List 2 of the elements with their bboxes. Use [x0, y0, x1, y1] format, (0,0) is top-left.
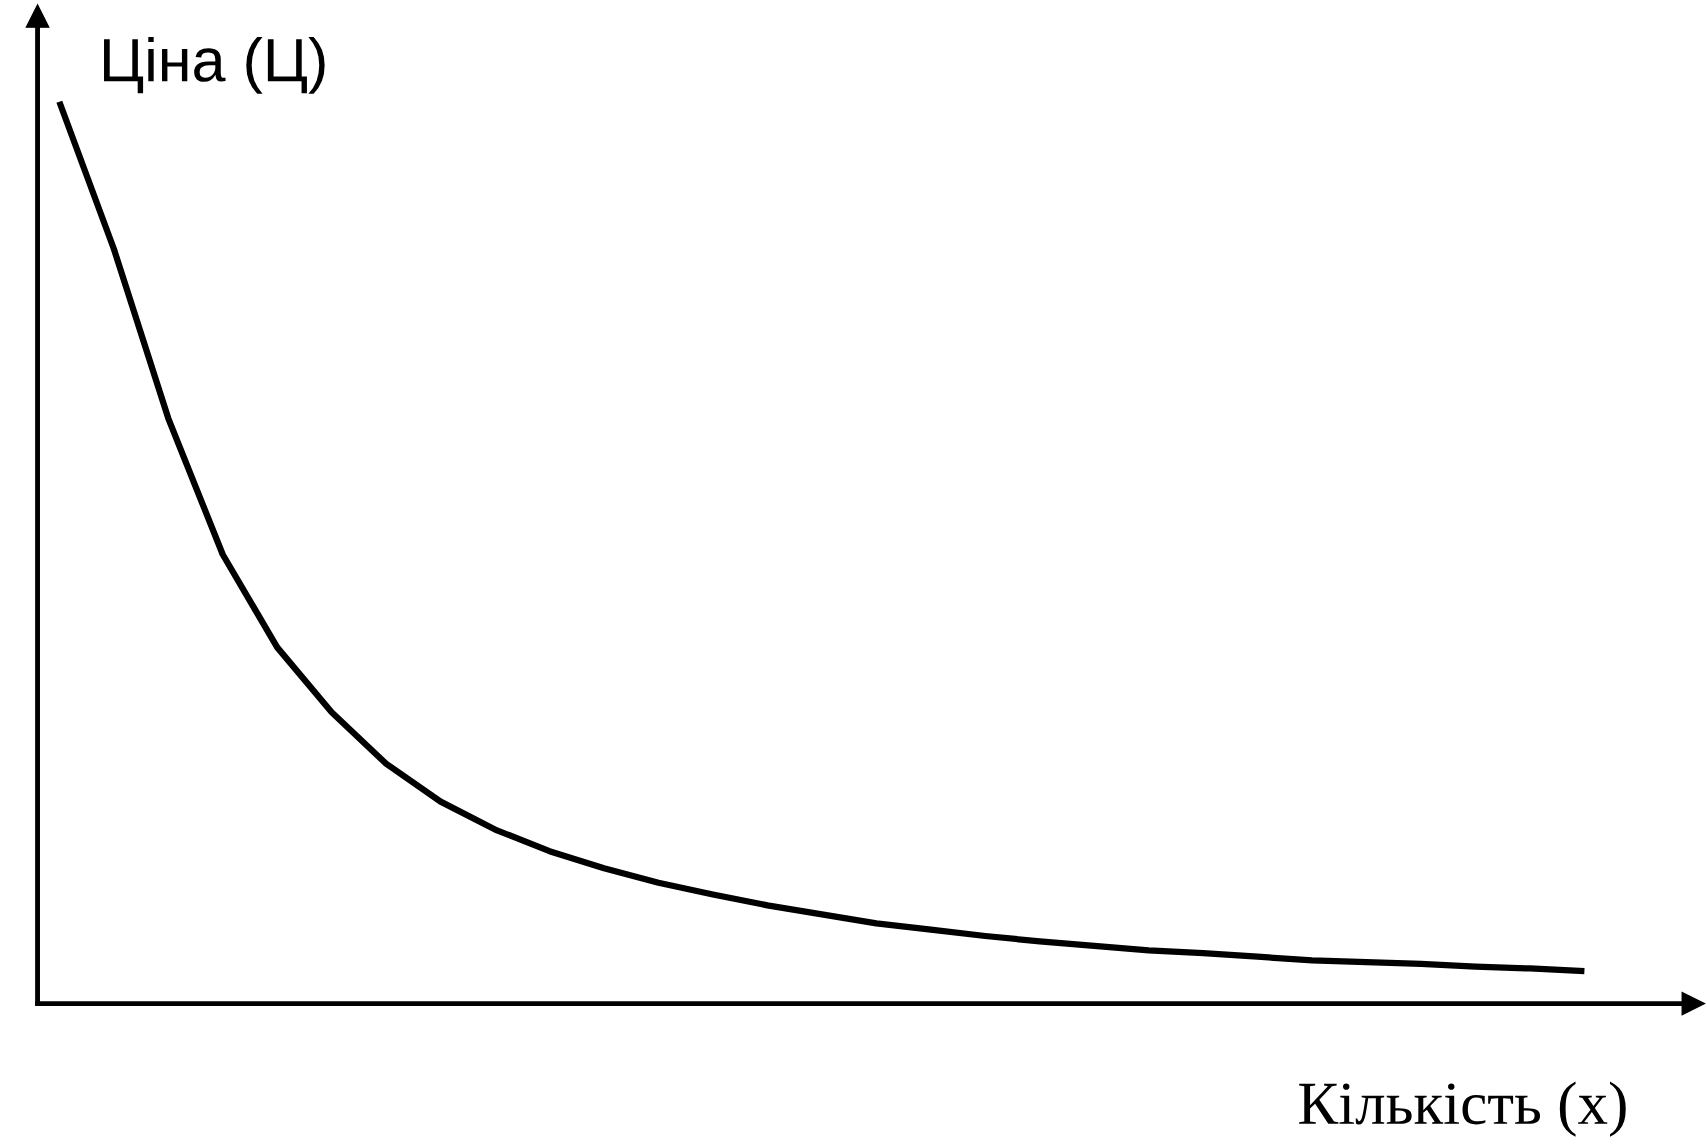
- x-axis-title: Кількість (x): [1299, 1081, 1626, 1137]
- y-axis-title: Ціна (Ц): [104, 36, 325, 94]
